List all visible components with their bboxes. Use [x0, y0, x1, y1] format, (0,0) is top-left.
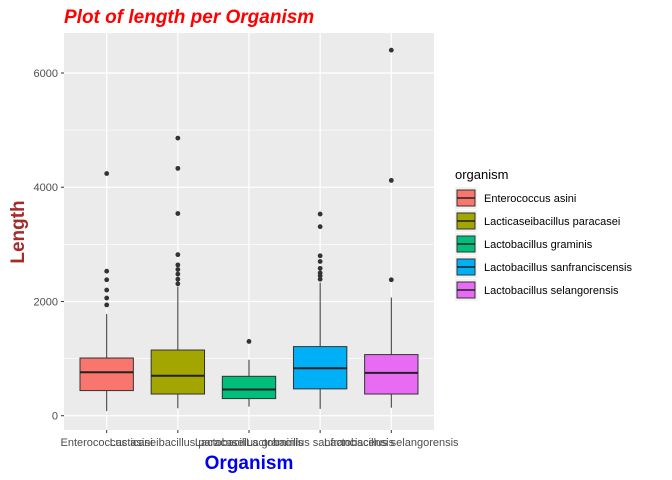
legend-item: Lactobacillus graminis — [455, 233, 593, 255]
outlier-point — [175, 276, 181, 282]
y-axis-label: Length — [8, 200, 29, 263]
box-2 — [150, 135, 206, 409]
outlier-point — [175, 165, 181, 171]
box-3 — [221, 339, 277, 407]
outlier-point — [317, 276, 323, 282]
legend-item: Lacticaseibacillus paracasei — [455, 210, 620, 232]
legend-item: Lactobacillus sanfranciscensis — [455, 256, 632, 278]
outlier-point — [104, 268, 110, 274]
legend-label: Lacticaseibacillus paracasei — [484, 216, 620, 228]
legend-label: Enterococcus asini — [484, 193, 576, 205]
outlier-point — [175, 252, 181, 258]
outlier-point — [246, 339, 252, 344]
y-tick-label: 0 — [52, 411, 58, 423]
legend-item: Enterococcus asini — [455, 187, 576, 209]
legend: organism Enterococcus asini Lacticaseibac… — [455, 167, 632, 301]
legend-items: Enterococcus asini Lacticaseibacillus par… — [455, 187, 632, 301]
y-axis-ticks: 0 2000 4000 6000 — [34, 68, 64, 423]
box-4 — [292, 211, 348, 409]
outlier-point — [104, 295, 110, 301]
box-body — [221, 375, 277, 400]
legend-title: organism — [455, 167, 508, 182]
outlier-point — [175, 271, 181, 277]
y-tick-label: 6000 — [34, 68, 58, 80]
outlier-point — [317, 211, 323, 217]
box-1 — [79, 171, 134, 412]
box-5 — [364, 47, 419, 408]
box-body — [364, 354, 419, 395]
legend-label: Lactobacillus sanfranciscensis — [484, 262, 632, 274]
legend-label: Lactobacillus selangorensis — [484, 285, 619, 297]
y-tick-label: 4000 — [34, 182, 58, 194]
outlier-point — [317, 224, 323, 230]
outlier-point — [317, 265, 323, 271]
box-body — [79, 357, 134, 392]
outlier-point — [317, 253, 323, 259]
x-tick-label: Lactobacillus sanfranciscensis — [246, 437, 394, 449]
x-tick-label: Enterococcus asini — [61, 437, 153, 449]
outlier-point — [317, 259, 323, 264]
outlier-point — [175, 267, 181, 272]
outlier-point — [104, 287, 110, 293]
box-series — [79, 47, 419, 412]
outlier-point — [104, 277, 110, 283]
x-tick-label: Lacticaseibacillus paracasei — [110, 437, 246, 449]
outlier-point — [104, 302, 110, 308]
outlier-point — [175, 281, 181, 287]
outlier-point — [388, 177, 394, 183]
outlier-point — [175, 262, 181, 268]
x-tick-label: Lactobacillus selangorensis — [324, 437, 459, 449]
legend-item: Lactobacillus selangorensis — [455, 279, 619, 301]
outlier-point — [104, 171, 110, 176]
box-body — [150, 349, 206, 395]
outlier-point — [388, 277, 394, 283]
legend-label: Lactobacillus graminis — [484, 239, 593, 251]
outlier-point — [317, 270, 323, 276]
x-tick-label: Lactobacillus graminis — [195, 437, 304, 449]
y-tick-label: 2000 — [34, 296, 58, 308]
outlier-point — [175, 211, 181, 216]
chart-title: Plot of length per Organism — [64, 7, 314, 28]
x-axis-label: Organism — [205, 453, 294, 474]
outlier-point — [175, 135, 181, 141]
outlier-point — [388, 47, 394, 53]
